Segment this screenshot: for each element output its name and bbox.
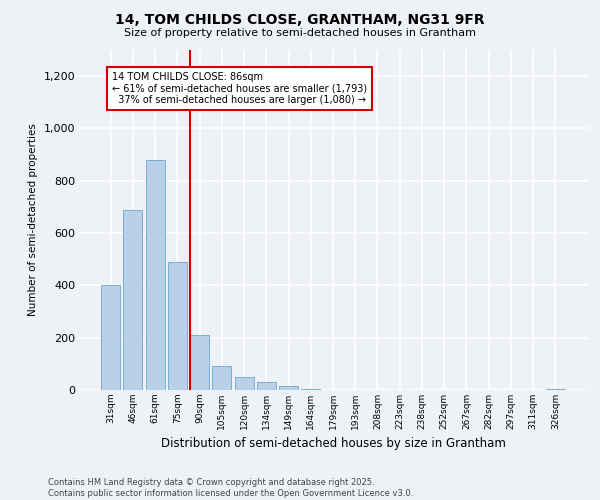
- X-axis label: Distribution of semi-detached houses by size in Grantham: Distribution of semi-detached houses by …: [161, 438, 505, 450]
- Bar: [546, 388, 565, 390]
- Bar: [279, 386, 298, 390]
- Bar: [190, 335, 209, 390]
- Text: 14, TOM CHILDS CLOSE, GRANTHAM, NG31 9FR: 14, TOM CHILDS CLOSE, GRANTHAM, NG31 9FR: [115, 12, 485, 26]
- Bar: [124, 210, 142, 390]
- Y-axis label: Number of semi-detached properties: Number of semi-detached properties: [28, 124, 38, 316]
- Bar: [235, 377, 254, 390]
- Bar: [168, 262, 187, 390]
- Bar: [301, 388, 320, 390]
- Bar: [257, 382, 276, 390]
- Bar: [212, 366, 231, 390]
- Bar: [101, 286, 120, 390]
- Bar: [146, 160, 164, 390]
- Text: Contains HM Land Registry data © Crown copyright and database right 2025.
Contai: Contains HM Land Registry data © Crown c…: [48, 478, 413, 498]
- Text: 14 TOM CHILDS CLOSE: 86sqm
← 61% of semi-detached houses are smaller (1,793)
  3: 14 TOM CHILDS CLOSE: 86sqm ← 61% of semi…: [112, 72, 367, 106]
- Text: Size of property relative to semi-detached houses in Grantham: Size of property relative to semi-detach…: [124, 28, 476, 38]
